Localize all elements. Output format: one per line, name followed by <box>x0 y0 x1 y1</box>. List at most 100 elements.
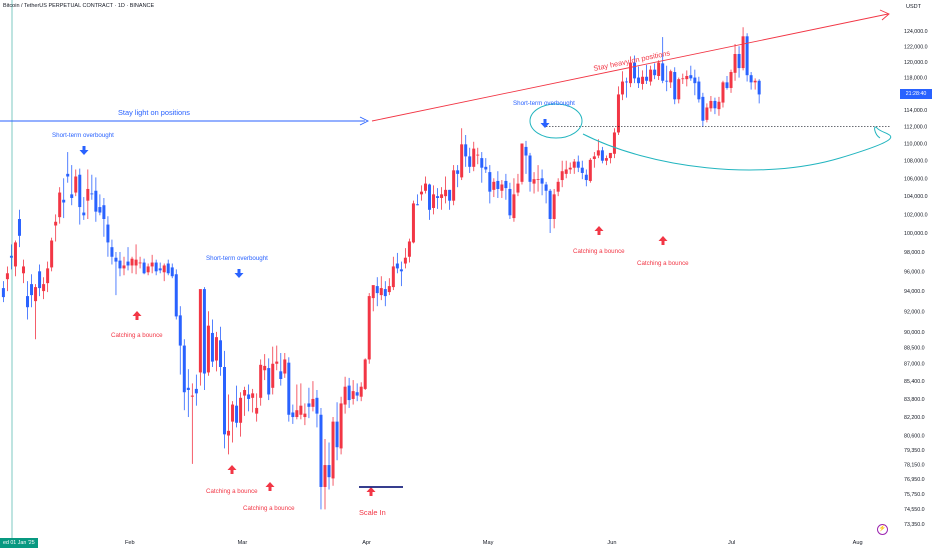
candle-body <box>540 178 544 184</box>
price-tick-label: 110,000.0 <box>904 141 927 147</box>
price-axis[interactable]: 124,000.0122,000.0120,000.0118,000.0116,… <box>904 29 928 528</box>
candle <box>604 155 608 166</box>
candle <box>705 103 709 123</box>
tradingview-logo-icon[interactable]: ⚡ <box>877 524 888 535</box>
candle <box>355 383 359 402</box>
candle-body <box>709 100 713 109</box>
candle <box>701 92 705 127</box>
candle <box>444 176 448 204</box>
candle <box>34 284 38 340</box>
candle <box>608 152 612 164</box>
candle-body <box>584 174 588 181</box>
candle-body <box>134 259 138 266</box>
candle <box>243 386 247 416</box>
overbought-arrow-icon <box>540 119 550 128</box>
candle <box>287 357 291 422</box>
candle <box>496 171 500 198</box>
price-tick-label: 79,350.0 <box>904 448 925 454</box>
candle-body <box>287 362 291 415</box>
candle-body <box>50 240 54 268</box>
bounce-label: Catching a bounce <box>573 248 625 255</box>
candle-body <box>588 159 592 181</box>
candle-body <box>729 72 733 88</box>
candle <box>576 155 580 173</box>
candle <box>66 152 70 183</box>
candle-body <box>753 80 757 83</box>
month-label: Mar <box>238 540 248 546</box>
price-tick-label: 80,600.0 <box>904 433 925 439</box>
candle-body <box>548 190 552 220</box>
candle <box>592 152 596 168</box>
candle-body <box>150 262 154 267</box>
candle-body <box>162 265 166 273</box>
candle-body <box>279 371 283 379</box>
candle-body <box>239 397 243 423</box>
candle <box>114 251 118 296</box>
last-price-tag: 21:28:40 <box>900 89 932 99</box>
stay-heavy-arrowhead-icon <box>879 9 890 21</box>
candle-body <box>697 81 701 100</box>
candle <box>351 380 355 405</box>
candle-body <box>733 53 737 73</box>
candle-body <box>343 386 347 405</box>
candle <box>685 70 689 87</box>
stay-light-label: Stay light on positions <box>118 108 190 117</box>
candle-body <box>198 289 202 373</box>
candle-body <box>472 148 476 167</box>
scale-in-label: Scale In <box>359 508 386 517</box>
candle-body <box>223 366 226 435</box>
candle <box>657 60 661 80</box>
candle-body <box>629 62 633 84</box>
candle <box>616 86 620 135</box>
candle <box>468 147 472 173</box>
candle <box>379 276 383 301</box>
candle <box>347 377 351 408</box>
candle-body <box>580 167 584 173</box>
candle <box>94 177 98 222</box>
candle <box>745 33 749 82</box>
candle <box>38 264 42 297</box>
price-tick-label: 114,000.0 <box>904 108 927 114</box>
candle-body <box>745 36 749 76</box>
candle-body <box>331 421 335 479</box>
candle-body <box>693 77 697 84</box>
candle-body <box>186 387 190 391</box>
candle <box>299 383 303 420</box>
bounce-arrow-icon <box>594 226 604 235</box>
candle-body <box>379 288 383 296</box>
candle-body <box>600 150 604 161</box>
candle-body <box>126 261 130 266</box>
candle-body <box>620 81 624 95</box>
price-tick-label: 73,350.0 <box>904 522 925 528</box>
candle <box>231 401 235 443</box>
candle <box>460 128 464 181</box>
candle-body <box>327 465 331 478</box>
candle <box>669 69 673 88</box>
candle-body <box>681 78 685 80</box>
candle <box>641 70 645 90</box>
candle <box>118 251 122 277</box>
candle-body <box>202 289 206 374</box>
candle <box>649 65 653 86</box>
candle <box>403 248 407 269</box>
candle <box>106 216 110 257</box>
candle-body <box>82 212 86 216</box>
candle-body <box>560 171 564 181</box>
candle <box>548 188 552 233</box>
candle <box>717 96 721 116</box>
candle <box>508 182 512 220</box>
time-axis[interactable]: Feb Mar Apr May Jun Jul Aug <box>125 540 863 546</box>
candle-body <box>576 161 580 168</box>
candle-body <box>460 144 464 178</box>
candle <box>251 388 255 413</box>
candle-body <box>118 260 122 269</box>
candle-body <box>645 76 649 81</box>
candle-body <box>572 161 576 168</box>
candle-body <box>608 152 612 159</box>
candle-body <box>411 203 415 243</box>
candle <box>436 188 440 209</box>
candle-body <box>641 76 645 84</box>
candle-body <box>106 224 110 243</box>
candle <box>516 173 520 197</box>
